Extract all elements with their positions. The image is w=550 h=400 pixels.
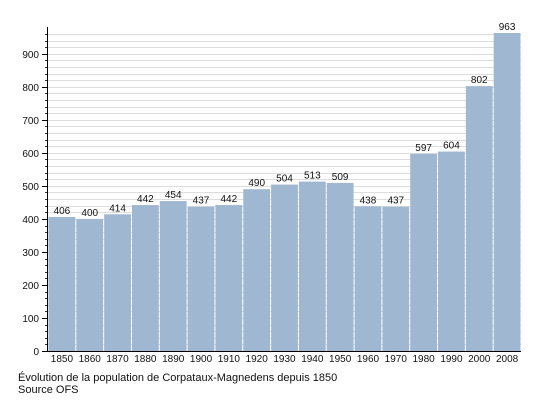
chart-caption: Évolution de la population de Corpataux-… — [18, 372, 338, 384]
bar-1910 — [215, 205, 243, 351]
x-tick-label-1900: 1900 — [190, 354, 213, 365]
y-tick-label-900: 900 — [22, 50, 39, 61]
data-label-1880: 442 — [137, 194, 154, 205]
x-tick-label-2000: 2000 — [468, 354, 491, 365]
bar-1970 — [382, 206, 410, 351]
data-label-1990: 604 — [443, 141, 460, 152]
bar-1880 — [131, 205, 159, 351]
x-tick-label-1890: 1890 — [162, 354, 185, 365]
x-tick-label-1960: 1960 — [357, 354, 380, 365]
x-tick-label-1920: 1920 — [246, 354, 269, 365]
x-tick-label-1850: 1850 — [51, 354, 74, 365]
bar-1850 — [48, 216, 76, 351]
data-label-1890: 454 — [165, 190, 182, 201]
y-tick-label-300: 300 — [22, 248, 39, 259]
bar-1960 — [354, 206, 382, 351]
x-tick-label-1980: 1980 — [412, 354, 435, 365]
axes — [42, 27, 521, 352]
data-label-1910: 442 — [221, 194, 238, 205]
x-tick-labels: 1850 1860 1870 1880 1890 1900 1910 1920 1930 1940… — [51, 354, 519, 365]
bar-1930 — [271, 184, 298, 351]
bar-1870 — [104, 214, 131, 351]
bar-1980 — [410, 153, 438, 351]
x-tick-label-1860: 1860 — [79, 354, 102, 365]
data-label-1940: 513 — [304, 171, 321, 182]
x-tick-label-1910: 1910 — [218, 354, 241, 365]
y-tick-label-500: 500 — [22, 182, 39, 193]
data-label-1960: 438 — [360, 195, 377, 206]
x-tick-label-1870: 1870 — [106, 354, 129, 365]
data-labels: 406 400 414 442 454 437 442 490 504 513 509 438 437 5… — [54, 22, 516, 219]
y-tick-label-400: 400 — [22, 215, 39, 226]
bar-2008 — [493, 33, 521, 351]
bar-2000 — [465, 86, 493, 352]
x-tick-label-1940: 1940 — [301, 354, 324, 365]
y-tick-label-600: 600 — [22, 149, 39, 160]
chart-source: Source OFS — [18, 384, 79, 396]
x-tick-label-2008: 2008 — [496, 354, 519, 365]
bar-1860 — [76, 218, 104, 351]
y-tick-label-100: 100 — [22, 314, 39, 325]
bar-1890 — [159, 201, 187, 351]
data-label-1930: 504 — [276, 174, 293, 185]
y-tick-label-200: 200 — [22, 281, 39, 292]
data-label-2000: 802 — [471, 75, 488, 86]
y-tick-label-700: 700 — [22, 116, 39, 127]
y-tick-label-0: 0 — [33, 347, 39, 358]
data-label-1860: 400 — [81, 208, 98, 219]
data-label-1920: 490 — [248, 178, 265, 189]
y-tick-label-800: 800 — [22, 83, 39, 94]
data-label-1850: 406 — [54, 206, 71, 217]
bar-1900 — [187, 206, 215, 351]
bar-1940 — [298, 181, 326, 351]
data-label-1870: 414 — [109, 203, 126, 214]
x-tick-label-1930: 1930 — [273, 354, 296, 365]
x-tick-label-1990: 1990 — [440, 354, 463, 365]
bars — [48, 33, 521, 352]
bar-1950 — [326, 182, 354, 351]
data-label-1970: 437 — [387, 196, 404, 207]
data-label-1900: 437 — [193, 196, 210, 207]
x-tick-label-1950: 1950 — [329, 354, 352, 365]
bar-1990 — [438, 151, 465, 351]
data-label-1950: 509 — [332, 172, 349, 183]
x-tick-label-1880: 1880 — [134, 354, 157, 365]
data-label-1980: 597 — [415, 143, 432, 154]
data-label-2008: 963 — [499, 22, 516, 33]
y-tick-labels: 0 100 200 300 400 500 600 700 800 900 — [22, 50, 39, 358]
bar-1920 — [243, 189, 271, 351]
x-tick-label-1970: 1970 — [385, 354, 408, 365]
